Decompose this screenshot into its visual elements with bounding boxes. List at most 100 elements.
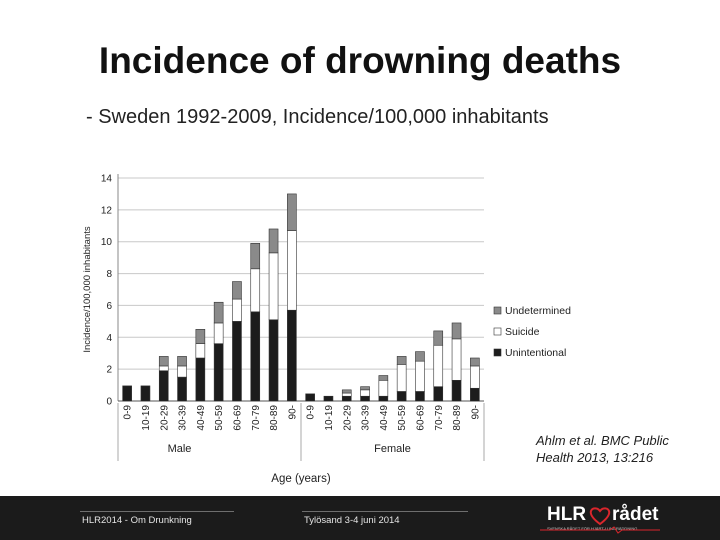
x-tick-label: 50-59 (397, 405, 408, 431)
bar-unintentional-16 (415, 391, 425, 402)
x-tick-label: 80-89 (269, 405, 280, 431)
x-tick-label: 90- (287, 405, 298, 419)
bar-suicide-2 (158, 365, 169, 372)
x-tick-label: 40-49 (379, 405, 390, 431)
bar-undetermined-6 (232, 281, 242, 300)
bar-suicide-6 (232, 298, 242, 322)
logo-tagline: SVENSKA RÅDET FÖR HJÄRT-LUNGRÄDDNING (547, 526, 638, 531)
bar-unintentional-19 (470, 387, 480, 402)
y-tick-label: 4 (106, 333, 112, 344)
y-tick-label: 6 (106, 301, 112, 312)
bar-suicide-9 (287, 230, 297, 311)
bar-undetermined-7 (250, 243, 261, 270)
x-tick-label: 0-9 (306, 405, 317, 420)
bar-undetermined-9 (287, 193, 297, 231)
citation-line-1: Ahlm et al. BMC Public (536, 433, 669, 448)
bar-suicide-3 (177, 365, 187, 378)
legend-label-undetermined: Undetermined (505, 305, 571, 317)
group-label-male: Male (168, 443, 192, 455)
bar-suicide-14 (378, 379, 389, 397)
bar-undetermined-5 (213, 301, 224, 324)
x-tick-label: 0-9 (123, 405, 134, 420)
bar-suicide-8 (268, 252, 279, 321)
legend-swatch-unintentional (493, 348, 502, 357)
y-tick-label: 14 (101, 174, 113, 185)
bar-suicide-13 (360, 389, 370, 397)
x-tick-label: 80-89 (452, 405, 463, 431)
legend-swatch-suicide (493, 327, 502, 336)
bar-unintentional-0 (122, 385, 132, 402)
bar-suicide-17 (433, 344, 444, 387)
drowning-incidence-chart: 0 2 4 6 8 10 12 14 0-9 10-19 20-29 30-39 40-49 50-59 6… (82, 174, 571, 486)
y-tick-label: 8 (106, 269, 112, 280)
legend-label-unintentional: Unintentional (505, 347, 566, 359)
footer-rule-left (80, 511, 234, 512)
x-tick-label: 90- (470, 405, 481, 419)
footer-rule-center (302, 511, 468, 512)
bar-undetermined-2 (158, 356, 169, 367)
bar-unintentional-3 (177, 376, 187, 402)
heart-icon (589, 507, 611, 526)
logo-text-right: rådet (612, 504, 659, 525)
bar-unintentional-13 (360, 395, 370, 402)
x-tick-label: 70-79 (251, 405, 262, 431)
x-tick-label: 70-79 (434, 405, 445, 431)
x-tick-label: 10-19 (141, 405, 152, 431)
x-tick-label: 10-19 (324, 405, 335, 431)
bar-unintentional-2 (158, 370, 169, 402)
footer-left-text: HLR2014 - Om Drunkning (82, 515, 192, 526)
slide-subtitle: - Sweden 1992-2009, Incidence/100,000 in… (86, 106, 549, 128)
bar-undetermined-16 (415, 351, 425, 362)
bar-suicide-19 (470, 365, 480, 389)
bar-undetermined-17 (433, 330, 444, 346)
bar-undetermined-14 (378, 375, 389, 381)
footer-center-text: Tylösand 3-4 juni 2014 (304, 515, 400, 526)
bar-undetermined-3 (177, 356, 187, 367)
x-tick-label: 50-59 (214, 405, 225, 431)
x-tick-label: 60-69 (415, 405, 426, 431)
y-tick-label: 10 (101, 237, 113, 248)
y-tick-label: 12 (101, 205, 113, 216)
bar-suicide-18 (451, 338, 462, 381)
ecg-line-icon (540, 526, 660, 534)
x-tick-label: 40-49 (196, 405, 207, 431)
x-tick-label: 60-69 (232, 405, 243, 431)
legend-swatch-undetermined (493, 306, 502, 315)
x-tick-label: 20-29 (342, 405, 353, 431)
footer-bar: HLR2014 - Om Drunkning Tylösand 3-4 juni… (0, 496, 720, 540)
bar-unintentional-18 (451, 379, 462, 402)
bar-unintentional-11 (323, 395, 334, 402)
slide-title: Incidence of drowning deaths (98, 40, 622, 81)
bar-suicide-4 (195, 343, 206, 359)
bar-unintentional-14 (378, 395, 389, 402)
x-tick-label: 30-39 (178, 405, 189, 431)
bar-suicide-7 (250, 268, 261, 313)
bar-unintentional-8 (268, 319, 279, 402)
bar-suicide-15 (396, 364, 407, 392)
bar-unintentional-1 (140, 385, 151, 402)
bar-undetermined-19 (470, 357, 480, 367)
bar-undetermined-8 (268, 228, 279, 254)
bar-undetermined-18 (451, 322, 462, 340)
bar-suicide-16 (415, 360, 425, 392)
bar-unintentional-10 (305, 393, 315, 402)
bar-unintentional-7 (250, 311, 261, 402)
bar-undetermined-12 (341, 389, 352, 394)
legend-label-suicide: Suicide (505, 326, 540, 338)
bar-unintentional-12 (341, 395, 352, 402)
citation: Ahlm et al. BMC Public Health 2013, 13:2… (536, 432, 706, 466)
bar-undetermined-13 (360, 386, 370, 391)
bar-unintentional-5 (213, 343, 224, 402)
y-axis-title: Incidence/100,000 inhabitants (82, 226, 93, 352)
logo-text-left: HLR (547, 504, 587, 525)
citation-line-2: Health 2013, 13:216 (536, 450, 654, 465)
bar-unintentional-17 (433, 386, 444, 402)
bar-suicide-12 (341, 392, 352, 397)
bar-unintentional-6 (232, 321, 242, 402)
bar-unintentional-15 (396, 391, 407, 402)
y-tick-label: 2 (106, 365, 112, 376)
group-label-female: Female (374, 443, 411, 455)
hlr-radet-logo: HLR rådet SVENSKA RÅDET FÖR HJÄRT-LUNGRÄ… (535, 504, 659, 534)
x-axis-title: Age (years) (271, 473, 331, 485)
x-tick-label: 30-39 (361, 405, 372, 431)
